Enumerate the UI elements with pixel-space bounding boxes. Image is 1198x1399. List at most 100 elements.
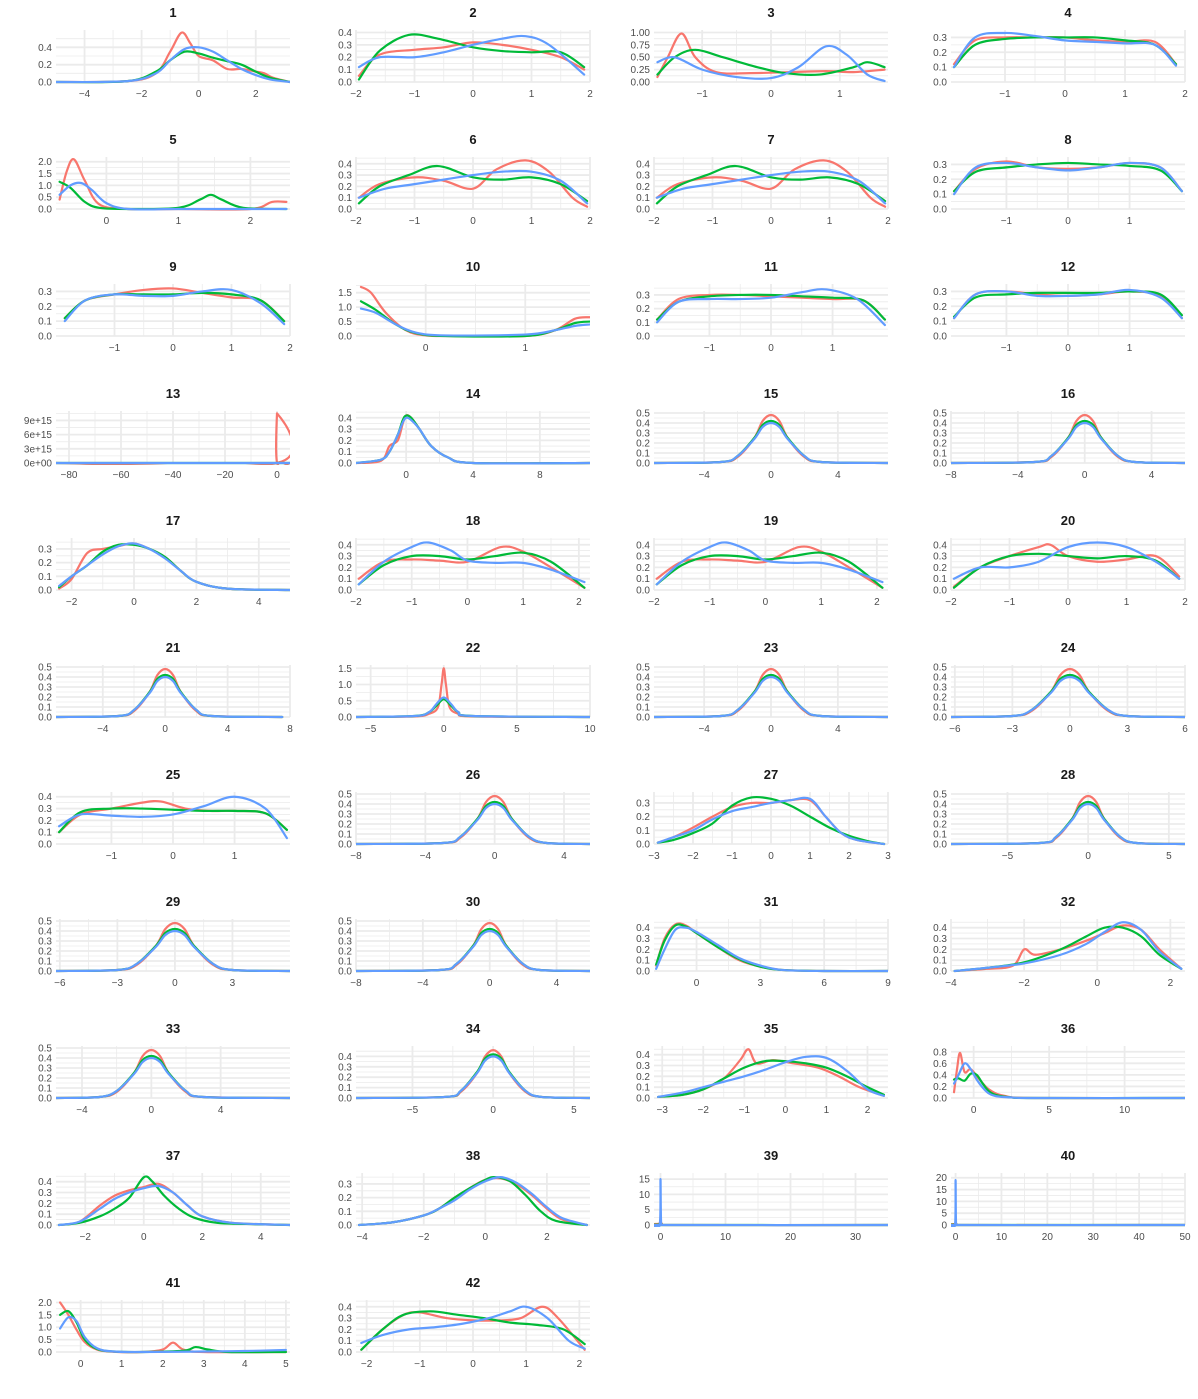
y-tick-label: 0.5 <box>338 917 352 928</box>
facet-title: 40 <box>1060 1148 1076 1163</box>
facet-panel-16: −8 −4 0 4 0.0 0.1 0.2 0.3 0.4 0.5 16 <box>895 383 1195 510</box>
x-tick-label: −1 <box>106 851 118 862</box>
facet-title: 22 <box>465 640 481 655</box>
y-tick-label: 1.5 <box>338 664 352 675</box>
density-line-3 <box>952 1062 1185 1100</box>
x-tick-label: 0 <box>487 978 493 989</box>
density-line-1 <box>63 287 286 323</box>
density-line-2 <box>57 1175 290 1227</box>
x-tick-label: 2 <box>577 1359 583 1370</box>
facet-panel-18: −2 −1 0 1 2 0.0 0.1 0.2 0.3 0.4 18 <box>300 510 600 637</box>
x-tick-label: 4 <box>218 1105 224 1116</box>
density-line-3 <box>952 288 1184 320</box>
y-tick-label: 0.2 <box>933 693 947 704</box>
x-tick-label: 3 <box>758 978 764 989</box>
y-tick-label: 0.0 <box>933 586 947 597</box>
density-line-3 <box>951 1178 1185 1227</box>
facet-title: 14 <box>465 386 481 401</box>
x-tick-label: 2 <box>199 1232 205 1243</box>
y-tick-label: 0.5 <box>933 409 947 420</box>
y-tick-label: 0.5 <box>636 409 650 420</box>
facet-panel-26: −8 −4 0 4 0.0 0.1 0.2 0.3 0.4 0.5 26 <box>300 764 600 891</box>
x-tick-label: 2 <box>846 851 852 862</box>
y-tick-label: 5 <box>644 1205 650 1216</box>
x-tick-label: 0 <box>783 1105 789 1116</box>
facet-panel-39: 0 10 20 30 0 5 10 15 39 <box>598 1145 898 1272</box>
facet-title: 9 <box>169 259 177 274</box>
y-tick-label: 0.0 <box>933 459 947 470</box>
y-tick-label: 0.5 <box>933 790 947 801</box>
facet-plot-39: 0 10 20 30 0 5 10 15 <box>639 1173 888 1243</box>
density-line-2 <box>951 800 1185 846</box>
density-line-1 <box>56 412 290 465</box>
density-line-3 <box>56 1056 290 1100</box>
facet-plot-32: −4 −2 0 2 0.00.10.20.30.4 <box>933 919 1185 989</box>
y-tick-label: 0.3 <box>38 937 52 948</box>
y-tick-label: 0.2 <box>38 558 52 569</box>
y-tick-label: 0.3 <box>38 1188 52 1199</box>
x-tick-label: 1 <box>807 851 813 862</box>
x-tick-label: 2 <box>587 216 593 227</box>
facet-plot-4: −1 0 1 2 0.0 0.1 0.2 0.3 <box>933 30 1188 100</box>
y-tick-label: 0.0 <box>338 78 352 89</box>
x-tick-label: 50 <box>1179 1232 1191 1243</box>
density-line-3 <box>59 1315 287 1354</box>
density-line-1 <box>356 1049 590 1100</box>
y-tick-label: 0.0 <box>338 1221 352 1232</box>
facet-title: 7 <box>767 132 775 147</box>
y-tick-label: 9e+15 <box>24 416 53 427</box>
y-tick-label: 0.5 <box>38 917 52 928</box>
y-tick-label: 0.0 <box>38 1221 52 1232</box>
y-tick-label: 1.5 <box>38 169 52 180</box>
facet-plot-10: 0 1 0.0 0.5 1.0 1.5 <box>338 284 590 354</box>
y-tick-label: 0.0 <box>38 1348 52 1359</box>
x-tick-label: −2 <box>136 89 148 100</box>
y-tick-label: 0.3 <box>338 937 352 948</box>
x-tick-label: 0 <box>768 89 774 100</box>
y-tick-label: 0.1 <box>38 317 52 328</box>
x-tick-label: −1 <box>696 89 708 100</box>
x-tick-label: −4 <box>97 724 109 735</box>
x-tick-label: 4 <box>554 978 560 989</box>
y-tick-label: 0.1 <box>38 957 52 968</box>
facet-title: 23 <box>763 640 779 655</box>
x-tick-label: 3 <box>1125 724 1131 735</box>
y-tick-label: 5 <box>941 1209 947 1220</box>
y-tick-label: 0.1 <box>933 956 947 967</box>
facet-title: 10 <box>465 259 481 274</box>
x-tick-label: 0 <box>1065 343 1071 354</box>
x-tick-label: −2 <box>648 216 660 227</box>
density-line-3 <box>357 34 586 76</box>
y-tick-label: 0.5 <box>38 193 52 204</box>
facet-title: 33 <box>165 1021 181 1036</box>
density-line-2 <box>356 1053 590 1100</box>
x-tick-label: 0 <box>403 470 409 481</box>
facet-panel-2: −2 −1 0 1 2 0.0 0.1 0.2 0.3 0.4 2 <box>300 2 600 129</box>
x-tick-label: 10 <box>996 1232 1008 1243</box>
y-tick-label: 0.4 <box>636 540 650 551</box>
facet-title: 37 <box>165 1148 181 1163</box>
facet-plot-13: −80 −60 −40 −20 0 0e+00 3e+15 6e+15 9e+15 <box>24 411 290 481</box>
y-tick-label: 0.00 <box>631 78 651 89</box>
x-tick-label: 2 <box>287 343 293 354</box>
facet-plot-24: −6 −3 0 3 6 0.00.10.20.30.40.5 <box>933 663 1188 736</box>
x-tick-label: −4 <box>1012 470 1024 481</box>
x-tick-label: 0 <box>768 851 774 862</box>
y-tick-label: 0.1 <box>636 574 650 585</box>
y-tick-label: 0.2 <box>933 820 947 831</box>
facet-title: 4 <box>1064 5 1072 20</box>
x-tick-label: −2 <box>1018 978 1030 989</box>
density-line-3 <box>356 1055 590 1100</box>
x-tick-label: 1 <box>827 216 833 227</box>
x-tick-label: 6 <box>1182 724 1188 735</box>
facet-title: 18 <box>465 513 481 528</box>
x-tick-label: 2 <box>874 597 880 608</box>
x-tick-label: 4 <box>225 724 231 735</box>
y-tick-label: 0.3 <box>338 810 352 821</box>
density-line-3 <box>58 181 288 211</box>
x-tick-label: −8 <box>350 978 362 989</box>
facet-plot-3: −1 0 1 0.00 0.250.50 0.751.00 <box>631 28 888 100</box>
x-tick-label: 0 <box>1082 470 1088 481</box>
y-tick-label: 0.1 <box>933 574 947 585</box>
